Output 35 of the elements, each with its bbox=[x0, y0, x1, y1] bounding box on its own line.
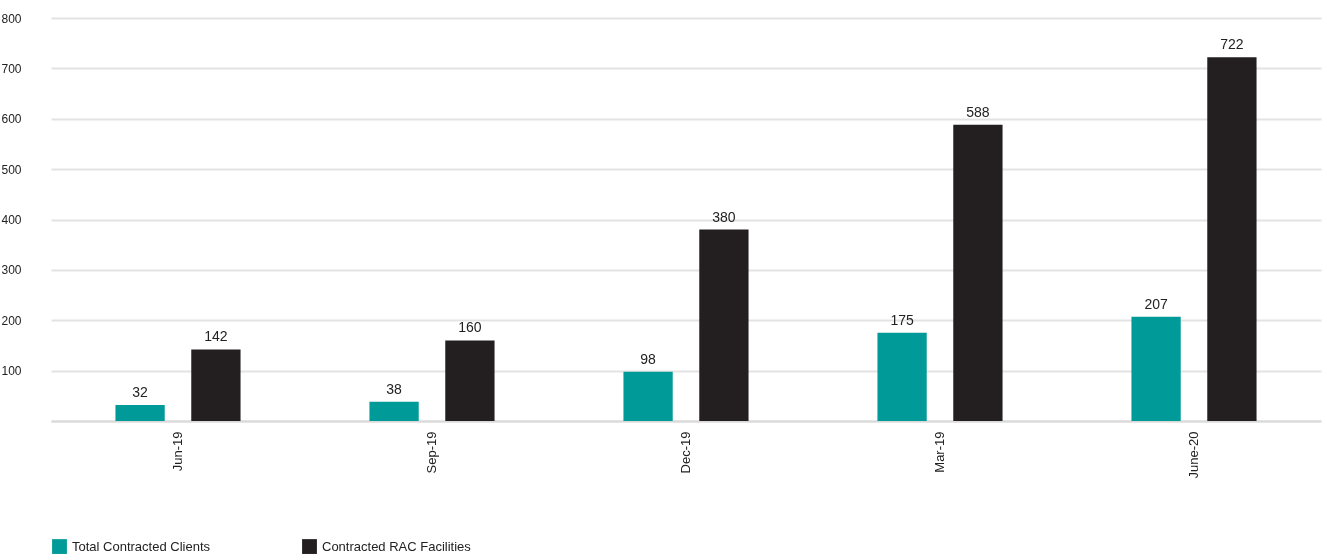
bar bbox=[623, 371, 673, 421]
data-label: 32 bbox=[132, 383, 149, 400]
data-label: 380 bbox=[712, 208, 736, 225]
bar bbox=[115, 404, 165, 421]
y-tick-label: 700 bbox=[1, 61, 22, 76]
y-tick-label: 800 bbox=[1, 11, 22, 26]
data-label: 588 bbox=[966, 103, 990, 120]
data-label: 175 bbox=[890, 311, 914, 328]
data-label: 160 bbox=[458, 319, 482, 336]
data-label: 142 bbox=[204, 328, 228, 345]
y-tick-label: 600 bbox=[1, 112, 22, 127]
bar bbox=[877, 332, 927, 421]
data-label: 207 bbox=[1144, 295, 1168, 312]
bar bbox=[191, 349, 241, 421]
x-tick-label: Mar-19 bbox=[932, 431, 947, 473]
bar bbox=[699, 229, 749, 421]
x-tick-label: June-20 bbox=[1186, 431, 1201, 479]
data-label: 38 bbox=[386, 380, 403, 397]
data-label: 722 bbox=[1220, 36, 1244, 53]
data-label: 98 bbox=[640, 350, 657, 367]
bar bbox=[1207, 57, 1257, 421]
x-tick-label: Sep-19 bbox=[424, 431, 439, 474]
y-tick-label: 400 bbox=[1, 213, 22, 227]
x-tick-label: Dec-19 bbox=[678, 431, 693, 474]
y-tick-label: 300 bbox=[1, 263, 22, 278]
y-tick-label: 100 bbox=[1, 364, 22, 379]
y-tick-label: 500 bbox=[1, 162, 22, 177]
bar bbox=[369, 401, 419, 421]
legend-label: Contracted RAC Facilities bbox=[322, 538, 472, 554]
legend-label: Total Contracted Clients bbox=[72, 538, 211, 554]
x-tick-label: Jun-19 bbox=[170, 431, 185, 472]
y-tick-label: 200 bbox=[1, 313, 22, 328]
bar bbox=[1131, 316, 1181, 421]
bar bbox=[445, 340, 495, 421]
bar bbox=[953, 124, 1003, 421]
